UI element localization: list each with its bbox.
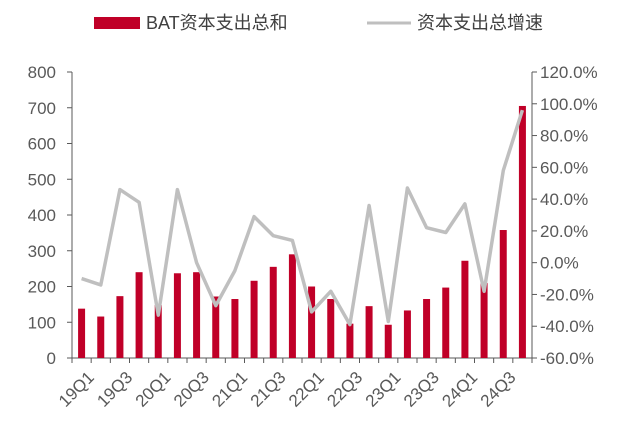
y-tick-label-right: -40.0%: [540, 317, 594, 336]
legend: BAT资本支出总和 资本支出总增速: [94, 13, 543, 33]
x-tick-label: 21Q1: [208, 368, 251, 411]
y-tick-label-right: -20.0%: [540, 285, 594, 304]
legend-swatch-bar: [94, 17, 140, 29]
y-axis-right-labels: -60.0% -40.0% -20.0% 0.0% 20.0% 40.0% 60.0% 80.…: [540, 63, 598, 368]
y-tick-label-left: 300: [28, 242, 56, 261]
bar-21Q1: [231, 299, 239, 358]
x-tick-label: 22Q1: [285, 368, 328, 411]
bar-23Q2: [403, 310, 411, 358]
bar-24Q2: [480, 282, 488, 358]
y-tick-label-right: 120.0%: [540, 63, 598, 82]
bar-20Q4: [212, 296, 220, 358]
x-tick-label: 21Q3: [247, 368, 290, 411]
bar-22Q2: [327, 299, 335, 358]
y-tick-label-right: 40.0%: [540, 190, 588, 209]
legend-label-bar: BAT资本支出总和: [146, 13, 288, 33]
bar-24Q4: [518, 105, 526, 359]
bar-20Q2: [173, 273, 181, 358]
y-axis-left-labels: 0 100 200 300 400 500 600 700 800: [28, 63, 56, 368]
legend-label-line: 资本支出总增速: [417, 13, 543, 33]
x-tick-label: 24Q1: [438, 368, 481, 411]
line-series: [81, 109, 525, 327]
y-tick-label-right: 80.0%: [540, 127, 588, 146]
y-tick-label-left: 0: [47, 349, 56, 368]
bar-23Q1: [384, 324, 392, 358]
y-tick-label-right: 100.0%: [540, 95, 598, 114]
x-tick-label: 20Q3: [170, 368, 213, 411]
y-tick-label-right: 0.0%: [540, 254, 579, 273]
bar-19Q3: [116, 296, 124, 358]
bar-22Q4: [365, 306, 373, 358]
bar-23Q4: [442, 287, 450, 358]
y-tick-label-left: 500: [28, 170, 56, 189]
x-tick-label: 20Q1: [132, 368, 175, 411]
x-tick-label: 19Q1: [55, 368, 98, 411]
x-tick-label: 19Q3: [93, 368, 136, 411]
bar-21Q3: [269, 266, 277, 358]
x-axis-labels: 19Q119Q320Q120Q321Q121Q322Q122Q323Q123Q3…: [55, 368, 520, 411]
x-tick-label: 23Q1: [362, 368, 405, 411]
growth-line: [81, 109, 525, 327]
bar-24Q1: [461, 260, 469, 358]
bar-19Q1: [78, 308, 86, 358]
bar-22Q3: [346, 323, 354, 358]
x-tick-label: 23Q3: [400, 368, 443, 411]
bar-19Q4: [135, 272, 143, 358]
bar-22Q1: [308, 286, 316, 358]
bar-19Q2: [97, 316, 105, 358]
y-tick-label-right: -60.0%: [540, 349, 594, 368]
x-tick-label: 22Q3: [323, 368, 366, 411]
y-tick-label-right: 60.0%: [540, 158, 588, 177]
bar-20Q1: [154, 305, 162, 358]
y-tick-label-right: 20.0%: [540, 222, 588, 241]
bar-21Q4: [288, 254, 296, 358]
x-tick-label: 24Q3: [477, 368, 520, 411]
bar-23Q3: [423, 299, 431, 358]
y-tick-label-left: 700: [28, 99, 56, 118]
bar-20Q3: [193, 272, 201, 358]
y-tick-label-left: 200: [28, 278, 56, 297]
y-tick-label-left: 100: [28, 313, 56, 332]
y-tick-label-left: 600: [28, 135, 56, 154]
bar-series: [78, 105, 526, 359]
bar-24Q3: [499, 230, 507, 358]
bar-21Q2: [250, 280, 258, 358]
y-tick-label-left: 400: [28, 206, 56, 225]
y-tick-label-left: 800: [28, 63, 56, 82]
axes: [67, 71, 537, 363]
